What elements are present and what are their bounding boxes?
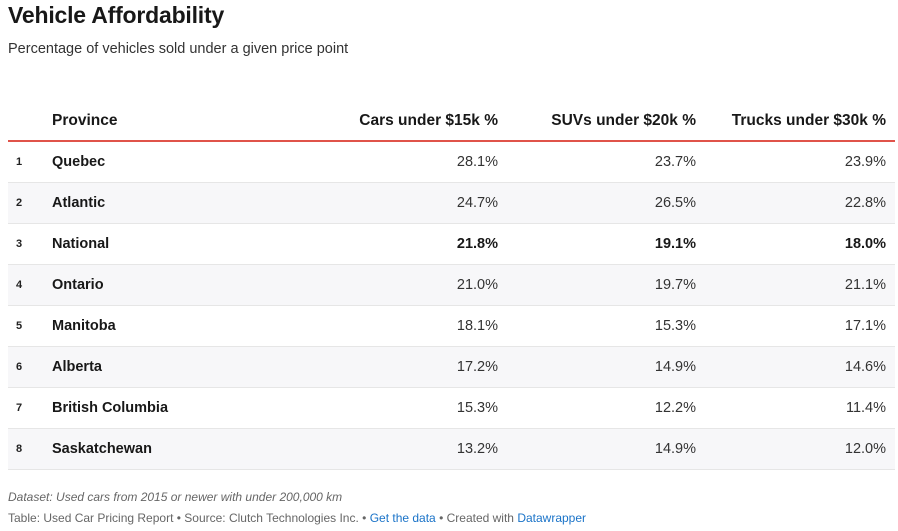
get-the-data-link[interactable]: Get the data (369, 511, 436, 525)
source-text: Table: Used Car Pricing Report • Source:… (8, 511, 370, 525)
province-cell: Ontario (50, 264, 300, 306)
cars-cell: 21.8% (300, 223, 507, 265)
rank-cell: 6 (8, 346, 50, 388)
trucks-cell: 23.9% (705, 141, 895, 183)
rank-column-header[interactable] (8, 88, 50, 142)
cars-cell: 18.1% (300, 305, 507, 347)
suvs-cell: 23.7% (507, 141, 705, 183)
province-cell: Quebec (50, 141, 300, 183)
rank-cell: 1 (8, 141, 50, 183)
cars-cell: 28.1% (300, 141, 507, 183)
suvs-cell: 26.5% (507, 182, 705, 224)
suvs-cell: 14.9% (507, 346, 705, 388)
table-row-national: 3 National 21.8% 19.1% 18.0% (8, 223, 895, 265)
province-cell: British Columbia (50, 387, 300, 429)
table-row: 6 Alberta 17.2% 14.9% 14.6% (8, 346, 895, 388)
created-with-text: • Created with (435, 511, 518, 525)
source-footer: Table: Used Car Pricing Report • Source:… (8, 511, 586, 525)
rank-cell: 3 (8, 223, 50, 265)
province-cell: National (50, 223, 300, 265)
trucks-cell: 14.6% (705, 346, 895, 388)
trucks-cell: 18.0% (705, 223, 895, 265)
suvs-cell: 15.3% (507, 305, 705, 347)
province-column-header[interactable]: Province (50, 88, 300, 142)
cars-cell: 15.3% (300, 387, 507, 429)
cars-cell: 13.2% (300, 428, 507, 470)
suvs-cell: 12.2% (507, 387, 705, 429)
trucks-cell: 11.4% (705, 387, 895, 429)
table-row: 5 Manitoba 18.1% 15.3% 17.1% (8, 305, 895, 347)
datawrapper-link[interactable]: Datawrapper (517, 511, 587, 525)
cars-cell: 17.2% (300, 346, 507, 388)
table-row: 4 Ontario 21.0% 19.7% 21.1% (8, 264, 895, 306)
rank-cell: 7 (8, 387, 50, 429)
suvs-cell: 19.7% (507, 264, 705, 306)
table-header-row: Province Cars under $15k % SUVs under $2… (8, 88, 895, 142)
trucks-cell: 21.1% (705, 264, 895, 306)
cars-cell: 24.7% (300, 182, 507, 224)
rank-cell: 5 (8, 305, 50, 347)
trucks-column-header[interactable]: Trucks under $30k % (705, 88, 895, 142)
rank-cell: 8 (8, 428, 50, 470)
trucks-cell: 12.0% (705, 428, 895, 470)
trucks-cell: 17.1% (705, 305, 895, 347)
chart-title: Vehicle Affordability (8, 2, 225, 28)
trucks-cell: 22.8% (705, 182, 895, 224)
suvs-cell: 19.1% (507, 223, 705, 265)
suvs-column-header[interactable]: SUVs under $20k % (507, 88, 705, 142)
suvs-cell: 14.9% (507, 428, 705, 470)
table-row: 1 Quebec 28.1% 23.7% 23.9% (8, 141, 895, 183)
province-cell: Atlantic (50, 182, 300, 224)
table-row: 8 Saskatchewan 13.2% 14.9% 12.0% (8, 428, 895, 470)
province-cell: Manitoba (50, 305, 300, 347)
province-cell: Alberta (50, 346, 300, 388)
cars-cell: 21.0% (300, 264, 507, 306)
province-cell: Saskatchewan (50, 428, 300, 470)
table-row: 2 Atlantic 24.7% 26.5% 22.8% (8, 182, 895, 224)
table-row: 7 British Columbia 15.3% 12.2% 11.4% (8, 387, 895, 429)
affordability-table: Province Cars under $15k % SUVs under $2… (8, 88, 895, 470)
dataset-note: Dataset: Used cars from 2015 or newer wi… (8, 490, 343, 504)
cars-column-header[interactable]: Cars under $15k % (300, 88, 507, 142)
rank-cell: 4 (8, 264, 50, 306)
chart-subtitle: Percentage of vehicles sold under a give… (8, 41, 349, 57)
rank-cell: 2 (8, 182, 50, 224)
